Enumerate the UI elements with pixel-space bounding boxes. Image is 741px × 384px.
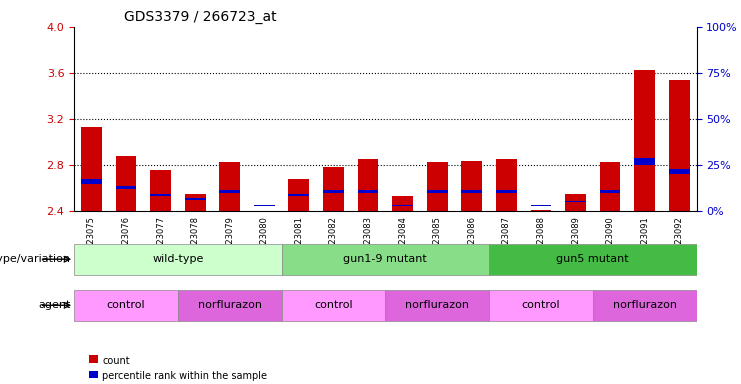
Bar — [358, 159, 379, 211]
Bar — [634, 158, 655, 165]
Text: percentile rank within the sample: percentile rank within the sample — [102, 371, 268, 381]
Bar — [254, 205, 275, 206]
Bar — [392, 196, 413, 211]
FancyBboxPatch shape — [74, 290, 178, 321]
Bar — [634, 70, 655, 211]
Bar — [565, 194, 586, 211]
Bar — [150, 170, 171, 211]
Bar — [150, 194, 171, 197]
Text: norflurazon: norflurazon — [198, 300, 262, 310]
Bar — [358, 190, 379, 193]
Text: control: control — [107, 300, 145, 310]
Bar — [219, 162, 240, 211]
Text: wild-type: wild-type — [152, 254, 204, 264]
FancyBboxPatch shape — [178, 290, 282, 321]
FancyBboxPatch shape — [282, 290, 385, 321]
Bar — [565, 200, 586, 202]
Bar — [599, 162, 620, 211]
Bar — [323, 190, 344, 193]
Text: norflurazon: norflurazon — [613, 300, 677, 310]
Bar — [531, 210, 551, 211]
Bar — [462, 161, 482, 211]
Bar — [669, 169, 690, 174]
Bar — [427, 162, 448, 211]
Bar — [392, 205, 413, 206]
Bar — [116, 186, 136, 189]
Bar — [116, 156, 136, 211]
Bar — [323, 167, 344, 211]
Text: control: control — [522, 300, 560, 310]
FancyBboxPatch shape — [593, 290, 697, 321]
Bar — [81, 127, 102, 211]
Bar — [496, 159, 516, 211]
Bar — [185, 194, 205, 211]
Text: GDS3379 / 266723_at: GDS3379 / 266723_at — [124, 10, 276, 25]
Text: norflurazon: norflurazon — [405, 300, 469, 310]
Bar — [288, 194, 309, 197]
Bar — [185, 199, 205, 200]
Bar — [288, 179, 309, 211]
FancyBboxPatch shape — [74, 244, 282, 275]
Text: genotype/variation: genotype/variation — [0, 254, 70, 264]
Bar — [427, 190, 448, 193]
FancyBboxPatch shape — [282, 244, 489, 275]
FancyBboxPatch shape — [489, 290, 593, 321]
Bar — [496, 190, 516, 193]
Bar — [531, 205, 551, 206]
Text: agent: agent — [39, 300, 70, 310]
FancyBboxPatch shape — [385, 290, 489, 321]
Bar — [669, 80, 690, 211]
Text: gun5 mutant: gun5 mutant — [556, 254, 629, 264]
Text: gun1-9 mutant: gun1-9 mutant — [343, 254, 428, 264]
Bar — [462, 190, 482, 193]
Bar — [219, 190, 240, 193]
Bar — [599, 190, 620, 193]
Text: count: count — [102, 356, 130, 366]
Bar — [81, 179, 102, 184]
Text: control: control — [314, 300, 353, 310]
FancyBboxPatch shape — [489, 244, 697, 275]
